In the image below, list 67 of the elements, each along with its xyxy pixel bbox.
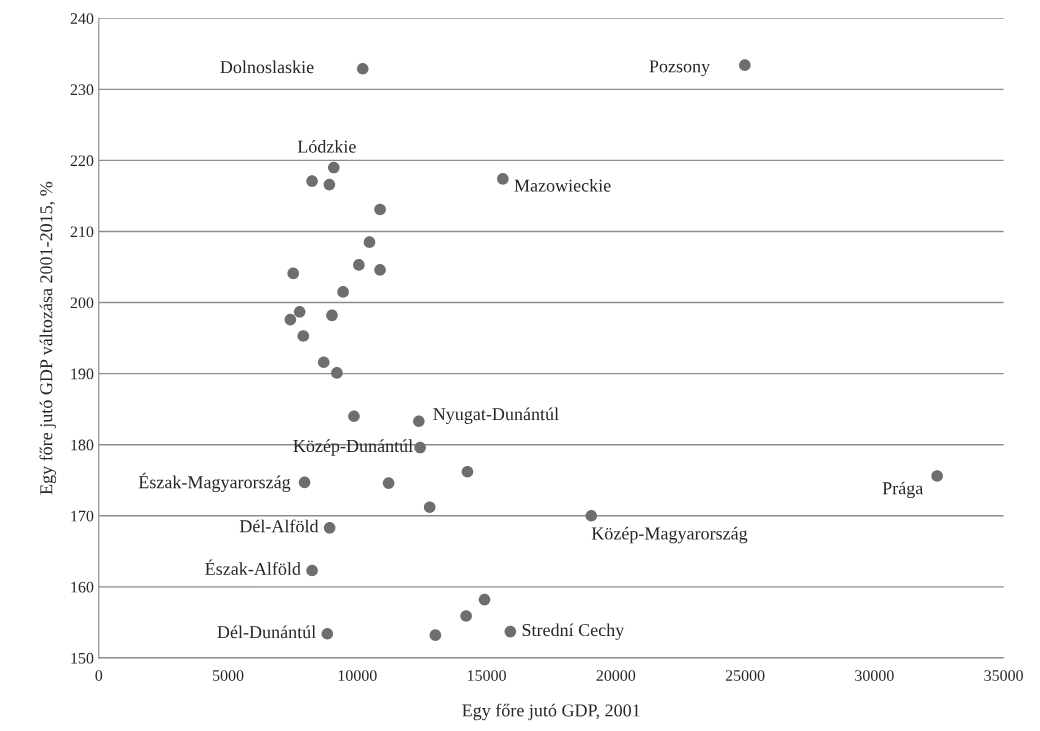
y-tick-label: 230 [70,84,94,96]
annotation: Közép-Magyarország [591,526,748,544]
point [382,477,395,489]
point [739,59,751,71]
point [306,175,318,187]
annotation: Észak-Alföld [205,559,301,575]
x-tick-label: 35000 [984,670,1023,681]
point [321,627,334,640]
point [585,509,598,522]
y-axis-title: Egy főre jutó GDP változása 2001-2015, % [39,181,57,495]
point [323,522,336,534]
point [374,264,386,276]
annotation: Dél-Alföld [239,519,319,533]
point [287,267,300,280]
point [317,356,330,369]
annotation: Strední Cechy [522,623,625,640]
x-tick-label: 30000 [855,670,894,681]
point [504,625,517,638]
y-tick-label: 170 [71,510,94,522]
y-tick-label: 160 [71,581,94,593]
point [298,476,311,489]
y-tick-label: 150 [71,652,94,664]
y-tick-label: 190 [71,368,94,380]
y-tick-label: 210 [70,226,94,238]
point [326,309,338,322]
y-tick-label: 240 [70,13,94,24]
x-tick-label: 0 [95,670,103,681]
point [478,593,491,606]
point [323,178,336,191]
point [423,501,436,514]
x-tick-label: 5000 [213,670,244,681]
point [414,441,426,454]
point [331,367,343,379]
point [413,415,425,428]
annotation: Pozsony [649,60,711,77]
point [363,236,376,248]
point [497,173,509,185]
x-axis-title: Egy főre jutó GDP, 2001 [462,703,640,721]
y-tick-label: 180 [71,439,94,451]
point [337,286,349,298]
annotation: Nyugat-Dunántúl [433,407,559,424]
point [461,465,474,478]
point [293,305,306,318]
point [374,203,386,216]
x-tick-label: 20000 [596,670,636,681]
x-tick-label: 25000 [725,670,765,681]
annotation: Prága [882,481,924,499]
point [327,161,340,174]
annotation: Lódzkie [297,140,356,153]
point [429,629,442,641]
annotation: Közép-Dunántúl [293,439,413,456]
point [284,313,297,326]
x-tick-label: 10000 [338,670,377,681]
point [348,410,360,423]
y-tick-label: 220 [70,155,94,167]
point [931,470,943,482]
annotation: Dolnoslaskie [220,60,314,74]
point [306,564,318,577]
y-tick-label: 200 [70,297,94,309]
point [460,610,472,622]
point [356,62,369,75]
point [353,259,365,271]
annotation: Mazowieckie [514,179,611,192]
annotation: Dél-Dunántúl [217,625,316,639]
x-tick-label: 15000 [468,670,506,681]
point [297,330,310,342]
annotation: Észak-Magyarország [138,472,291,493]
